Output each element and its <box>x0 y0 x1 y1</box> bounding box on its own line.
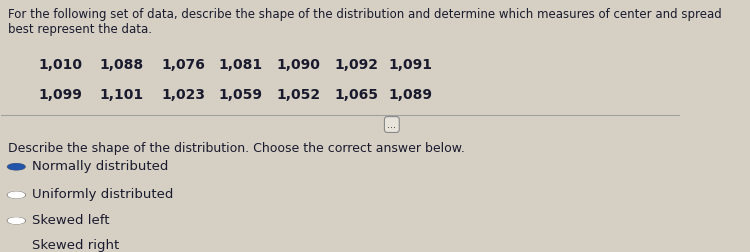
Text: 1,052: 1,052 <box>277 88 320 102</box>
Text: 1,088: 1,088 <box>100 58 144 72</box>
Text: Uniformly distributed: Uniformly distributed <box>32 188 173 201</box>
Text: 1,090: 1,090 <box>277 58 320 72</box>
Text: Normally distributed: Normally distributed <box>32 160 168 173</box>
Text: 1,023: 1,023 <box>161 88 205 102</box>
Text: 1,091: 1,091 <box>388 58 433 72</box>
Circle shape <box>8 244 25 249</box>
Text: 1,076: 1,076 <box>161 58 205 72</box>
Text: 1,092: 1,092 <box>334 58 378 72</box>
Text: Skewed left: Skewed left <box>32 213 110 227</box>
Text: 1,099: 1,099 <box>39 88 82 102</box>
Circle shape <box>8 243 26 249</box>
Circle shape <box>8 164 26 170</box>
Circle shape <box>11 165 21 168</box>
Circle shape <box>8 218 26 224</box>
Text: For the following set of data, describe the shape of the distribution and determ: For the following set of data, describe … <box>8 8 722 37</box>
Text: 1,010: 1,010 <box>39 58 82 72</box>
Text: 1,089: 1,089 <box>388 88 433 102</box>
Text: Skewed right: Skewed right <box>32 239 119 252</box>
Circle shape <box>8 192 26 198</box>
Text: 1,059: 1,059 <box>219 88 262 102</box>
Text: Describe the shape of the distribution. Choose the correct answer below.: Describe the shape of the distribution. … <box>8 142 465 155</box>
Text: 1,065: 1,065 <box>334 88 378 102</box>
Circle shape <box>8 218 25 224</box>
Circle shape <box>8 164 25 170</box>
Text: ...: ... <box>387 119 396 130</box>
Text: 1,081: 1,081 <box>219 58 262 72</box>
Text: 1,101: 1,101 <box>100 88 144 102</box>
Circle shape <box>8 192 25 198</box>
